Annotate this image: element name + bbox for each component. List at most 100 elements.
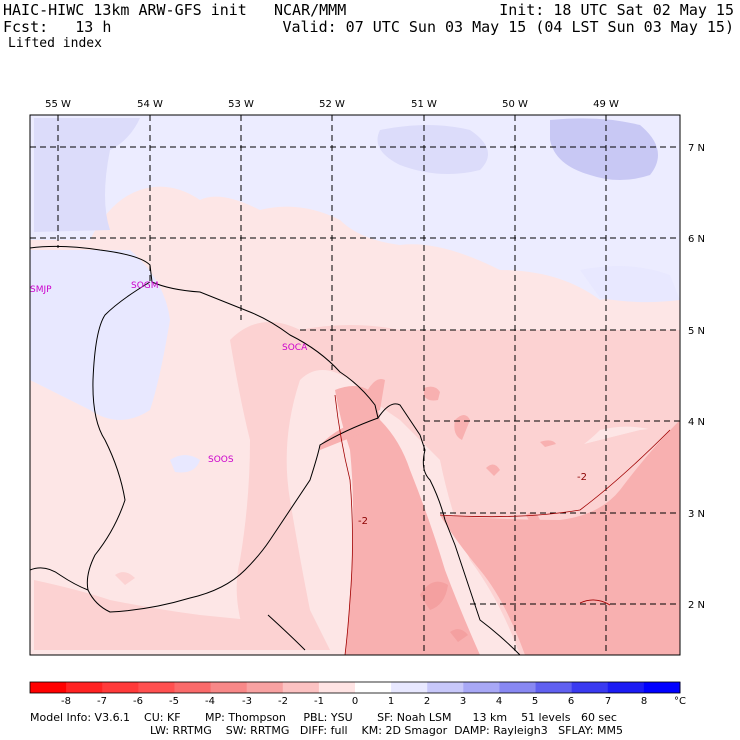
lon-label: 49 W — [593, 99, 619, 110]
station-label: SOCA — [282, 343, 308, 353]
field-pink-sw — [34, 580, 260, 650]
map-frame — [29, 114, 681, 656]
colorbar-box — [210, 682, 248, 693]
init-time: Init: 18 UTC Sat 02 May 15 — [499, 1, 734, 19]
field-pink-blob3 — [486, 464, 500, 476]
colorbar-tick: -2 — [278, 696, 288, 707]
model-info-line2: LW: RRTMG SW: RRTMG DIFF: full KM: 2D Sm… — [150, 724, 623, 737]
field-pink-core2 — [440, 420, 680, 655]
lat-label: 2 N — [688, 600, 705, 611]
valid-time: Valid: 07 UTC Sun 03 May 15 (04 LST Sun … — [282, 18, 734, 36]
colorbar-box — [391, 682, 428, 693]
colorbar-tick: -1 — [314, 696, 324, 707]
colorbar-tick: -8 — [61, 696, 71, 707]
lon-label: 54 W — [137, 99, 163, 110]
contour-label: -2 — [358, 516, 368, 527]
coastline — [29, 245, 521, 656]
colorbar-box — [427, 682, 464, 693]
colorbar-frame — [29, 681, 681, 694]
field-pink-sw2 — [115, 572, 135, 585]
lon-label: 55 W — [45, 99, 71, 110]
colorbar-box — [102, 682, 139, 693]
lat-label: 6 N — [688, 234, 705, 245]
colorbar-box — [355, 682, 392, 693]
field-blue-small — [170, 455, 200, 473]
lat-label: 3 N — [688, 509, 705, 520]
contour-labels: -2 -2 — [358, 472, 587, 527]
colorbar-box — [66, 682, 103, 693]
colorbar-box — [463, 682, 500, 693]
colorbar-box — [282, 682, 320, 693]
lat-label: 4 N — [688, 417, 705, 428]
field-blue-west — [30, 250, 170, 420]
contour-label: -2 — [577, 472, 587, 483]
field-blue-north — [30, 115, 680, 300]
colorbar-boxes — [30, 682, 681, 693]
graticule — [30, 115, 680, 655]
colorbar-box — [643, 682, 681, 693]
field-pink-spot1 — [420, 581, 448, 610]
field-blue-ne — [550, 118, 658, 180]
stations: SMJP SOGM SOCA SOOS — [30, 281, 308, 465]
lat-label: 7 N — [688, 143, 705, 154]
station-label: SOOS — [208, 455, 234, 465]
colorbar-unit: °C — [674, 696, 686, 707]
boundaries — [29, 245, 521, 656]
colorbar-box — [318, 682, 356, 693]
border-sw — [29, 567, 89, 591]
field-pink-blob5 — [540, 440, 556, 447]
lon-label: 53 W — [228, 99, 254, 110]
colorbar-tick: 6 — [568, 696, 574, 707]
colorbar-tick: 4 — [496, 696, 502, 707]
contour-minus2-west — [334, 394, 353, 656]
border-west — [86, 281, 379, 613]
colorbar-box — [246, 682, 284, 693]
lon-label: 52 W — [319, 99, 345, 110]
colorbar-box — [607, 682, 645, 693]
field-pink-core3 — [320, 420, 370, 450]
model-info-line1: Model Info: V3.6.1 CU: KF MP: Thompson P… — [30, 711, 617, 724]
colorbar-tick: -4 — [205, 696, 215, 707]
field-pink-blob4 — [526, 512, 540, 528]
colorbar-box — [30, 682, 67, 693]
field-name: Lifted index — [8, 36, 102, 51]
colorbar-tick: 1 — [388, 696, 394, 707]
colorbar-tick: 8 — [641, 696, 647, 707]
field-blue-ne2 — [580, 266, 680, 303]
colorbar: -8 -7 -6 -5 -4 -3 -2 -1 0 1 2 3 4 5 6 7 … — [29, 681, 686, 707]
colorbar-tick: 7 — [605, 696, 611, 707]
field-pink-spot2 — [450, 629, 468, 642]
contour-minus2-spot — [579, 599, 611, 606]
field-blue-mid — [377, 125, 488, 174]
contours — [334, 394, 671, 656]
colorbar-box — [499, 682, 537, 693]
colorbar-tick: 5 — [532, 696, 538, 707]
colorbar-tick: -5 — [169, 696, 179, 707]
latitude-axis: 7 N 6 N 5 N 4 N 3 N 2 N — [688, 143, 705, 611]
colorbar-box — [571, 682, 609, 693]
forecast-hour: Fcst: 13 h — [3, 18, 112, 36]
colorbar-tick: 3 — [460, 696, 466, 707]
lon-label: 51 W — [411, 99, 437, 110]
colorbar-box — [535, 682, 573, 693]
border-tail — [267, 614, 306, 651]
field-pink-blob1 — [424, 386, 440, 401]
lat-label: 5 N — [688, 326, 705, 337]
station-label: SMJP — [30, 285, 52, 295]
colorbar-tick: -3 — [242, 696, 252, 707]
model-title: HAIC-HIWC 13km ARW-GFS init — [3, 1, 247, 19]
map-panel — [29, 114, 681, 656]
colorbar-tick: 2 — [424, 696, 430, 707]
colorbar-tick: -7 — [97, 696, 107, 707]
colorbar-ticks: -8 -7 -6 -5 -4 -3 -2 -1 0 1 2 3 4 5 6 7 … — [61, 696, 686, 707]
field-pink-core4 — [365, 379, 385, 411]
colorbar-tick: 0 — [352, 696, 358, 707]
colorbar-box — [174, 682, 212, 693]
longitude-axis: 55 W 54 W 53 W 52 W 51 W 50 W 49 W — [45, 99, 619, 110]
station-label: SOGM — [131, 281, 159, 291]
field-pink-mid — [230, 322, 680, 650]
contour-minus2-east — [439, 429, 671, 518]
lon-label: 50 W — [502, 99, 528, 110]
center-label: NCAR/MMM — [274, 1, 347, 19]
